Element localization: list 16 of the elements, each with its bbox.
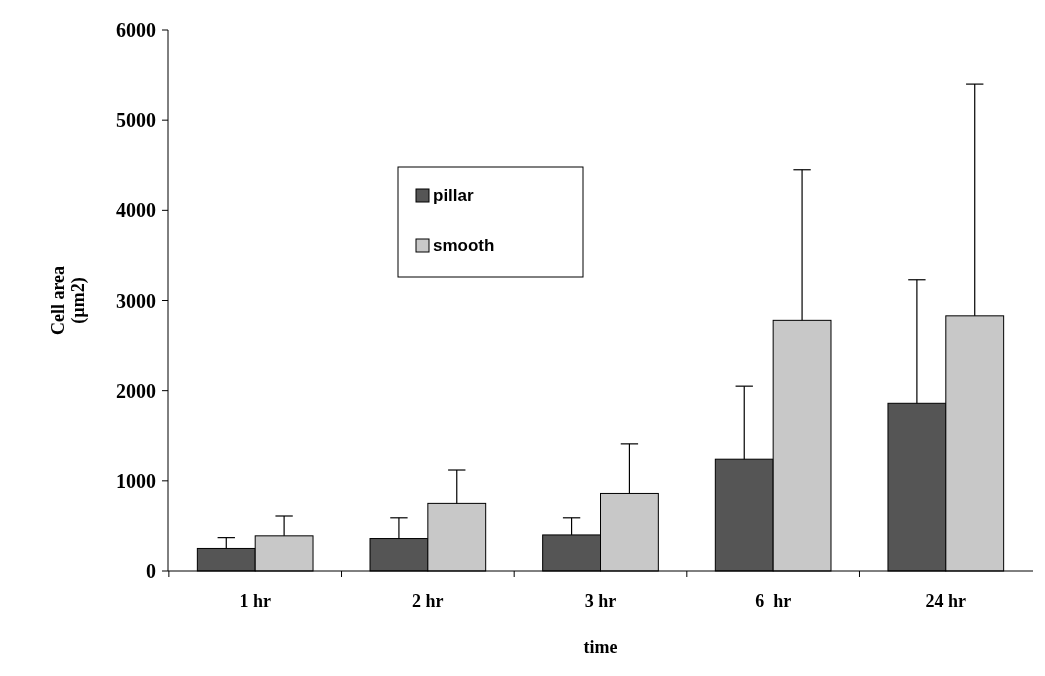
x-tick-label: 1 hr [239,591,271,611]
y-tick-label: 4000 [116,199,156,222]
x-axis-title: time [583,637,618,657]
x-tick-label: 2 hr [412,591,444,611]
y-tick-label: 3000 [116,289,156,312]
legend-label: smooth [433,236,495,255]
y-tick-label: 0 [146,560,156,582]
y-tick-label: 1000 [116,469,156,492]
y-tick-label: 6000 [116,19,156,41]
x-tick-label: 6 hr [755,591,792,611]
legend-label: pillar [433,186,475,205]
x-tick-label: 24 hr [925,591,967,611]
y-tick-label: 2000 [116,379,156,402]
y-axis-title: Cell area (µm2) [48,265,90,336]
y-tick-label: 5000 [116,109,156,132]
x-tick-label: 3 hr [584,591,617,611]
